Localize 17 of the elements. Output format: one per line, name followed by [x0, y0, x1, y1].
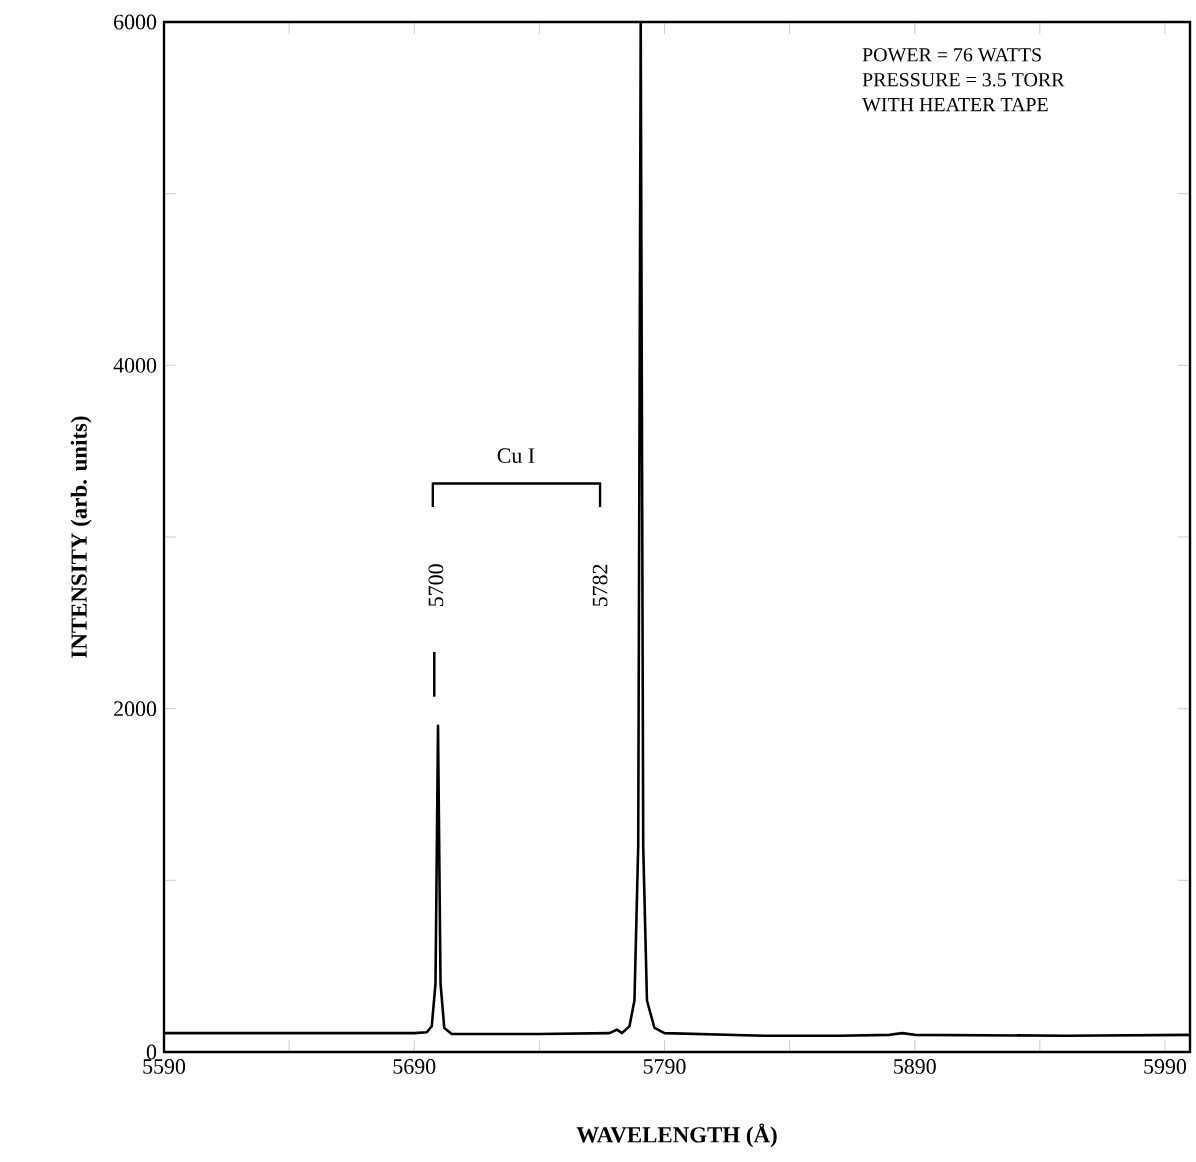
annotation: WITH HEATER TAPE — [862, 97, 1048, 112]
annotation: 5700 — [428, 564, 444, 607]
y-tick-label: 4000 — [113, 357, 157, 373]
annotation: Cu I — [497, 448, 535, 464]
x-tick-label: 5590 — [143, 1059, 186, 1074]
x-axis-title: WAVELENGTH (Å) — [576, 1123, 777, 1148]
annotation: PRESSURE = 3.5 TORR — [862, 73, 1065, 87]
x-tick-label: 5690 — [393, 1059, 436, 1074]
x-tick-label: 5990 — [1144, 1059, 1187, 1074]
y-tick-label: 0 — [146, 1044, 157, 1060]
x-tick-label: 5790 — [643, 1059, 686, 1074]
y-tick-label: 2000 — [114, 701, 157, 717]
x-tick-label: 5890 — [894, 1059, 936, 1074]
y-axis-title: INTENSITY (arb. units) — [70, 416, 92, 658]
y-tick-label: 6000 — [114, 14, 157, 30]
annotation: POWER = 76 WATTS — [862, 48, 1041, 62]
annotation: 5782 — [592, 564, 608, 607]
